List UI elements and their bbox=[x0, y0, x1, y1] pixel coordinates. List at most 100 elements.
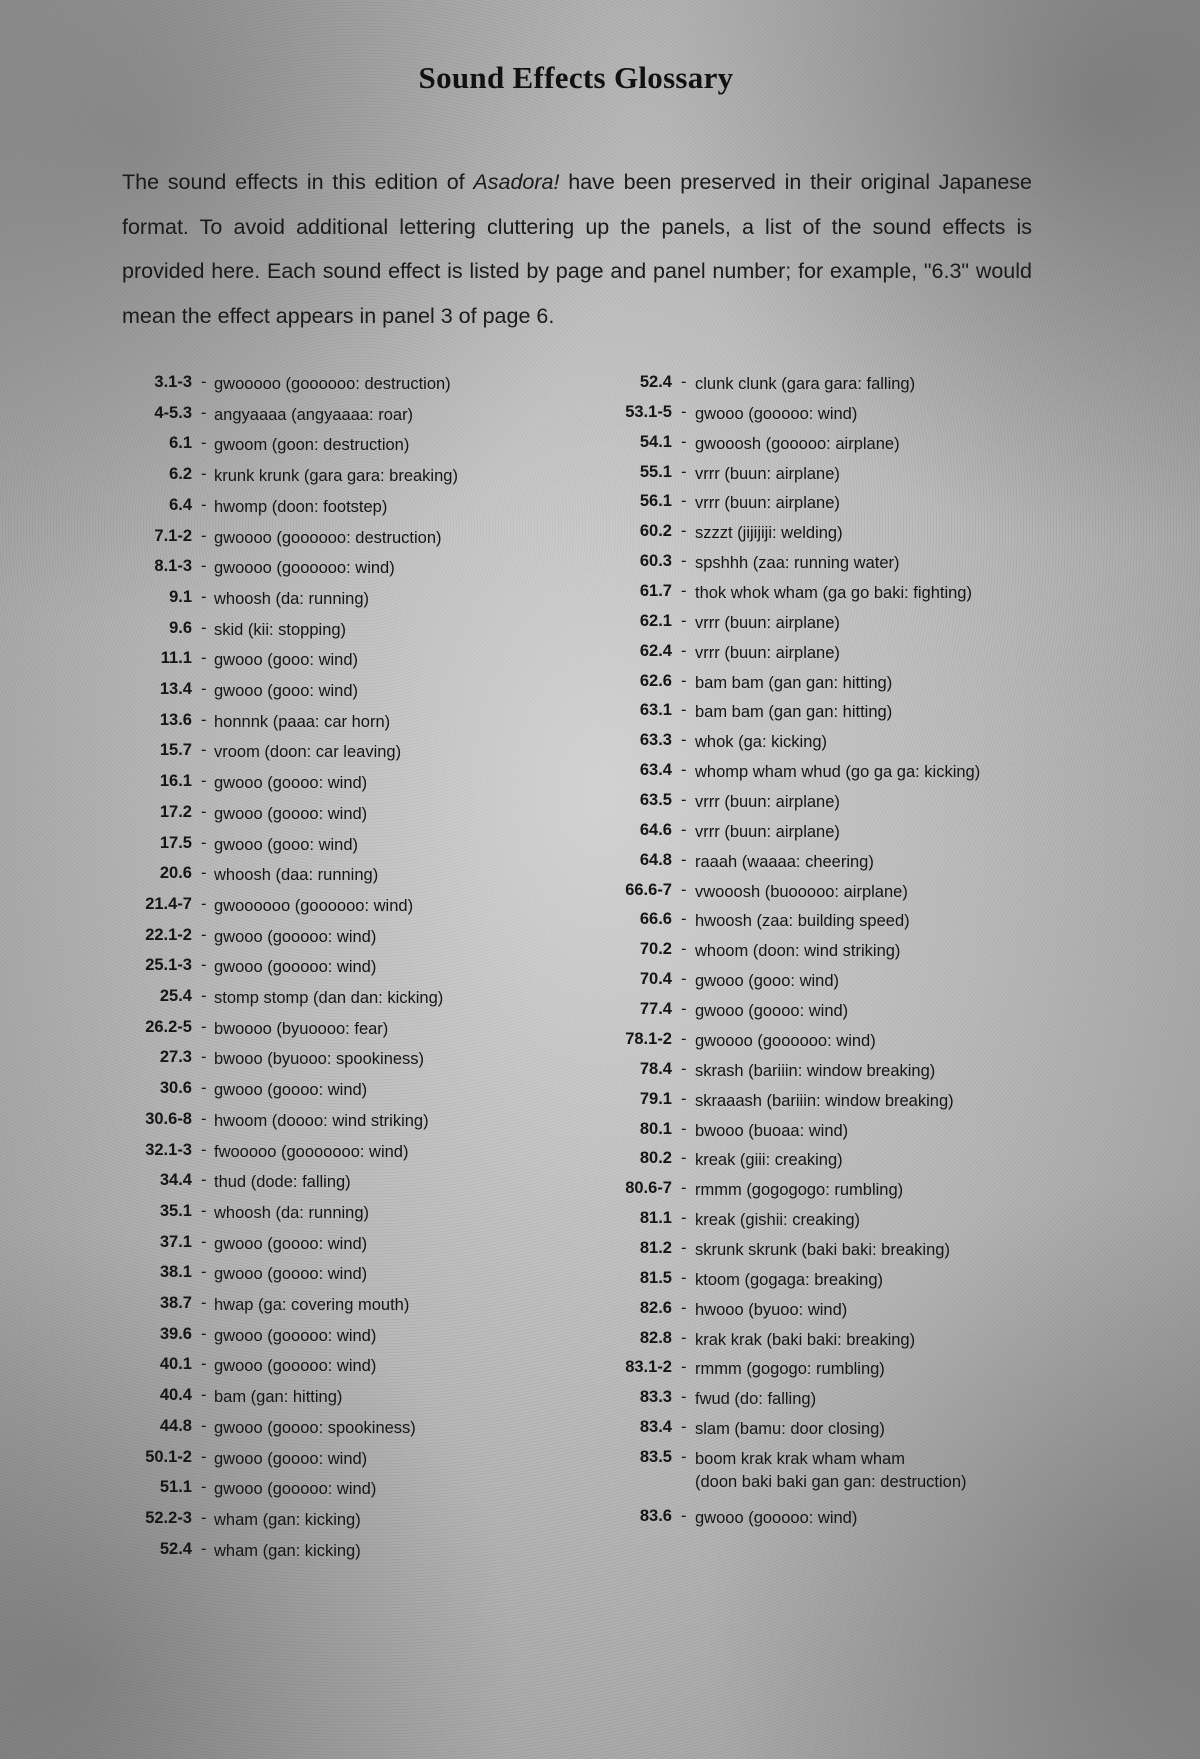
entry-separator: - bbox=[681, 791, 687, 810]
entry-separator: - bbox=[201, 1048, 207, 1067]
entry-separator: - bbox=[681, 462, 687, 481]
entry-page-panel: 78.1-2 bbox=[625, 1029, 672, 1048]
entry-separator: - bbox=[201, 1263, 207, 1282]
entry-page-panel: 16.1 bbox=[159, 772, 192, 791]
entry-page-panel: 81.1 bbox=[639, 1209, 672, 1228]
entry-page-panel: 83.4 bbox=[639, 1418, 672, 1437]
entry-page-panel: 63.1 bbox=[639, 701, 672, 720]
entry-description: gwoooo (goooooo: destruction) bbox=[214, 528, 442, 547]
entry-page-panel: 64.6 bbox=[639, 820, 672, 839]
entry-description: krak krak (baki baki: breaking) bbox=[695, 1330, 916, 1349]
entry-description: gwooo (gooo: wind) bbox=[695, 972, 840, 991]
entry-description: vrrr (buun: airplane) bbox=[695, 494, 840, 513]
entry-page-panel: 38.1 bbox=[159, 1263, 192, 1282]
entry-description: gwooo (gooooo: wind) bbox=[214, 1357, 377, 1376]
entry-page-panel: 22.1-2 bbox=[145, 925, 192, 944]
entry-separator: - bbox=[201, 1447, 207, 1466]
entry-separator: - bbox=[201, 1109, 207, 1128]
entry-description: gwooo (gooooo: wind) bbox=[214, 1480, 377, 1499]
entry-description: gwooo (gooooo: wind) bbox=[214, 958, 377, 977]
entry-page-panel: 30.6 bbox=[159, 1079, 192, 1098]
entry-separator: - bbox=[201, 465, 207, 484]
entry-page-panel: 6.4 bbox=[169, 495, 192, 514]
entry-description: gwooo (goooo: wind) bbox=[214, 1265, 368, 1284]
entry-description: bwoooo (byuoooo: fear) bbox=[214, 1019, 389, 1038]
entry-separator: - bbox=[201, 1355, 207, 1374]
entry-description: angyaaaa (angyaaaa: roar) bbox=[214, 405, 414, 424]
entry-separator: - bbox=[681, 1089, 687, 1108]
entry-separator: - bbox=[681, 373, 687, 391]
entry-page-panel: 30.6-8 bbox=[145, 1109, 192, 1128]
entry-description: skrunk skrunk (baki baki: breaking) bbox=[695, 1240, 950, 1259]
entry-description: gwooo (goooo: wind) bbox=[214, 1234, 368, 1253]
entry-page-panel: 62.4 bbox=[639, 641, 672, 660]
entry-page-panel: 66.6-7 bbox=[625, 880, 672, 899]
entry-separator: - bbox=[681, 552, 687, 571]
entry-page-panel: 27.3 bbox=[159, 1048, 192, 1067]
entry-description: ktoom (gogaga: breaking) bbox=[695, 1270, 884, 1289]
entry-separator: - bbox=[201, 741, 207, 760]
entry-page-panel: 83.3 bbox=[639, 1388, 672, 1407]
entry-description: hwap (ga: covering mouth) bbox=[214, 1296, 410, 1314]
entry-page-panel: 25.1-3 bbox=[145, 956, 192, 975]
entry-separator: - bbox=[201, 1171, 207, 1190]
entry-description: boom krak krak wham wham bbox=[695, 1449, 905, 1468]
entry-page-panel: 17.2 bbox=[159, 802, 192, 821]
entry-page-panel: 83.5 bbox=[639, 1447, 672, 1466]
entry-separator: - bbox=[201, 956, 207, 975]
entry-description: gwooo (goooo: wind) bbox=[214, 804, 368, 823]
entry-separator: - bbox=[201, 864, 207, 883]
entry-page-panel: 56.1 bbox=[639, 492, 672, 511]
entry-separator: - bbox=[201, 1294, 207, 1312]
entry-page-panel: 15.7 bbox=[159, 741, 192, 760]
entry-page-panel: 52.4 bbox=[159, 1539, 192, 1558]
entry-description: skrash (bariiin: window breaking) bbox=[695, 1061, 936, 1080]
entry-separator: - bbox=[681, 850, 687, 869]
entry-page-panel: 82.8 bbox=[639, 1328, 672, 1347]
entry-separator: - bbox=[681, 522, 687, 541]
entry-page-panel: 6.2 bbox=[169, 465, 192, 484]
entry-description: bam bam (gan gan: hitting) bbox=[695, 673, 893, 692]
entry-separator: - bbox=[201, 434, 207, 453]
entry-separator: - bbox=[681, 1418, 687, 1437]
entry-separator: - bbox=[201, 1478, 207, 1497]
entry-page-panel: 52.2-3 bbox=[145, 1508, 192, 1527]
entry-description: whoosh (da: running) bbox=[214, 1203, 370, 1222]
entry-page-panel: 62.1 bbox=[639, 611, 672, 630]
entry-separator: - bbox=[201, 1386, 207, 1405]
entry-description: gwooosh (gooooo: airplane) bbox=[695, 434, 900, 453]
entry-separator: - bbox=[681, 1119, 687, 1138]
entry-description: gwooo (goooo: wind) bbox=[214, 1081, 368, 1100]
entry-description: wham (gan: kicking) bbox=[214, 1541, 361, 1560]
entry-separator: - bbox=[681, 1029, 687, 1048]
entry-separator: - bbox=[201, 618, 207, 637]
entry-page-panel: 26.2-5 bbox=[145, 1017, 192, 1036]
entry-description: hwooo (byuoo: wind) bbox=[695, 1300, 848, 1319]
entry-separator: - bbox=[201, 1201, 207, 1220]
entry-separator: - bbox=[201, 710, 207, 729]
entry-separator: - bbox=[681, 1358, 687, 1377]
entry-separator: - bbox=[681, 970, 687, 989]
entry-separator: - bbox=[201, 1539, 207, 1558]
entry-page-panel: 60.3 bbox=[639, 552, 672, 571]
entry-page-panel: 77.4 bbox=[639, 1000, 672, 1019]
entry-description: bam bam (gan gan: hitting) bbox=[695, 703, 893, 722]
entry-description: gwoooo (goooooo: wind) bbox=[695, 1031, 876, 1050]
entry-description: gwooo (goooo: wind) bbox=[214, 774, 368, 793]
entry-page-panel: 70.2 bbox=[639, 940, 672, 959]
entry-page-panel: 13.4 bbox=[159, 680, 192, 698]
entry-separator: - bbox=[201, 649, 207, 668]
entry-description: bwooo (buoaa: wind) bbox=[695, 1121, 849, 1140]
entry-page-panel: 70.4 bbox=[639, 970, 672, 989]
entry-separator: - bbox=[681, 1179, 687, 1198]
entry-description: stomp stomp (dan dan: kicking) bbox=[214, 989, 444, 1007]
entry-separator: - bbox=[681, 1149, 687, 1168]
entry-page-panel: 62.6 bbox=[639, 671, 672, 690]
entry-page-panel: 20.6 bbox=[159, 864, 192, 883]
entry-separator: - bbox=[201, 680, 207, 698]
entry-separator: - bbox=[201, 987, 207, 1005]
entry-description: thok whok wham (ga go baki: fighting) bbox=[695, 584, 972, 603]
entry-separator: - bbox=[201, 1416, 207, 1435]
entry-description: skid (kii: stopping) bbox=[214, 620, 347, 639]
series-title: Asadora! bbox=[473, 170, 560, 194]
